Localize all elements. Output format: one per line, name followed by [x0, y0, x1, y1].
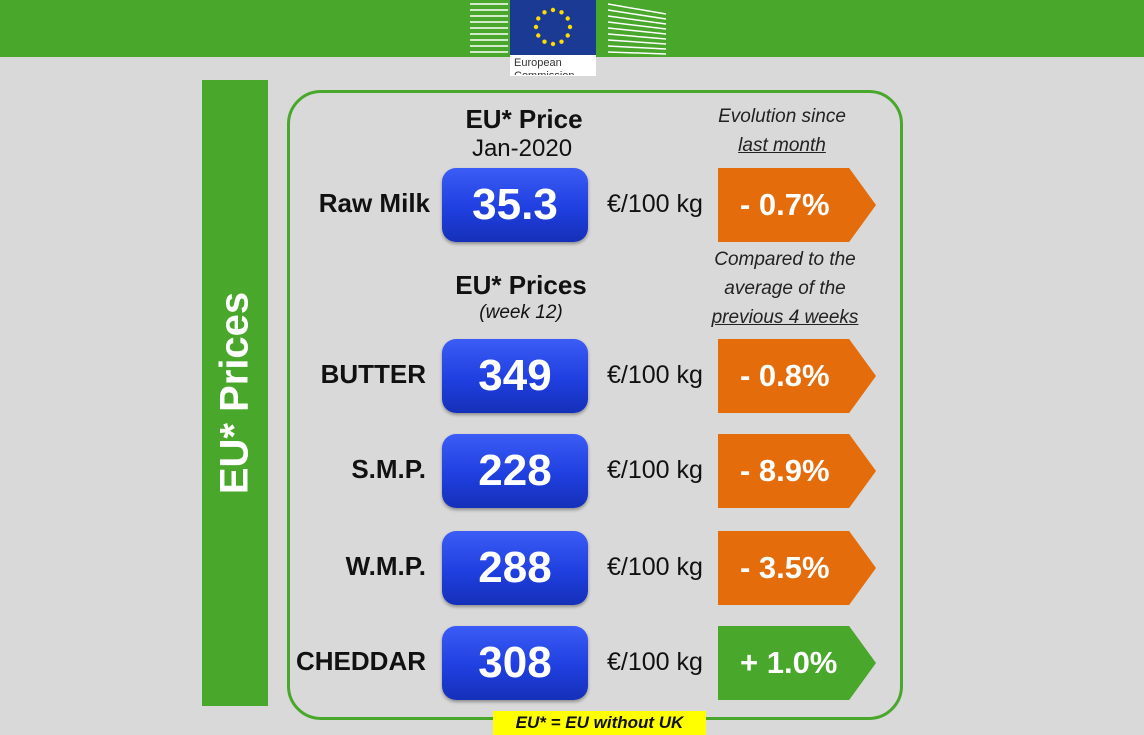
star — [559, 39, 564, 44]
logo-text: European Commission — [514, 57, 575, 75]
product-name: S.M.P. — [351, 454, 426, 484]
star — [567, 24, 573, 30]
star — [550, 7, 556, 13]
section-title: EU* Prices — [455, 270, 587, 300]
unit: €/100 kg — [607, 190, 703, 218]
section-title: EU* Price — [465, 104, 583, 134]
unit: €/100 kg — [607, 648, 703, 676]
note-line: previous 4 weeks — [711, 307, 859, 328]
change-tag: - 3.5% — [718, 531, 876, 605]
footnote: EU* = EU without UK — [493, 711, 706, 735]
side-bar — [202, 80, 268, 706]
section-note: Evolution since last month — [718, 102, 846, 160]
unit: €/100 kg — [607, 361, 703, 389]
star — [565, 16, 570, 21]
product-name: CHEDDAR — [296, 646, 426, 676]
price-box: 288 — [442, 531, 588, 605]
section-period: (week 12) — [479, 302, 563, 323]
price-box: 349 — [442, 339, 588, 413]
price-box: 308 — [442, 626, 588, 700]
change-tag: - 8.9% — [718, 434, 876, 508]
star — [559, 10, 564, 15]
star — [533, 24, 539, 30]
note-line: last month — [738, 135, 826, 156]
logo — [470, 0, 667, 76]
product-name: BUTTER — [320, 359, 426, 389]
change-tag: - 0.8% — [718, 339, 876, 413]
unit: €/100 kg — [607, 456, 703, 484]
product-name: Raw Milk — [318, 188, 430, 218]
star — [542, 10, 547, 15]
section-period: Jan-2020 — [471, 135, 573, 162]
star — [542, 39, 547, 44]
change-tag: + 1.0% — [718, 626, 876, 700]
price-box: 228 — [442, 434, 588, 508]
star — [536, 33, 541, 38]
unit: €/100 kg — [607, 553, 703, 581]
star — [536, 16, 541, 21]
note-line: Compared to the — [714, 249, 856, 270]
price-box: 35.3 — [442, 168, 588, 242]
change-tag: - 0.7% — [718, 168, 876, 242]
note-line: Evolution since — [718, 106, 846, 127]
product-name: W.M.P. — [345, 551, 426, 581]
star — [550, 41, 556, 47]
section-note: Compared to the average of the previous 4 … — [712, 245, 859, 332]
star — [565, 33, 570, 38]
note-line: average of the — [724, 278, 846, 299]
